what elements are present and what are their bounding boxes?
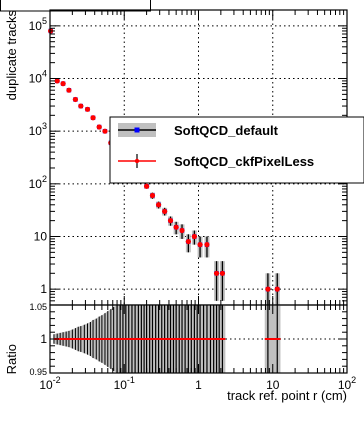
ckf-point-20: [167, 218, 174, 224]
bottom-y-tick-label-0: 0.95: [29, 367, 47, 377]
legend-marker-ckf: [134, 158, 140, 164]
ckf-point-29: [265, 286, 271, 292]
ckf-point-7: [90, 115, 96, 121]
ckf-point-6: [84, 106, 91, 112]
legend-entry-ckf: SoftQCD_ckfPixelLess: [118, 154, 314, 169]
legend-marker-default: [134, 127, 140, 133]
ckf-point-4: [72, 96, 79, 103]
legend-label-default: SoftQCD_default: [174, 123, 279, 138]
ckf-point-2: [60, 81, 66, 87]
ckf-point-28: [219, 270, 226, 276]
ckf-point-24: [191, 233, 197, 240]
bottom-panel: 0.95 1 1.05 10-2 10-1 1 10 102 Ratio track ref.…: [4, 302, 356, 403]
x-tick-label-1: 10-1: [114, 375, 135, 392]
legend-label-ckf: SoftQCD_ckfPixelLess: [174, 154, 314, 169]
ckf-point-23: [185, 238, 191, 245]
ckf-point-16: [144, 183, 150, 189]
ckf-point-18: [155, 202, 162, 208]
bottom-y-axis-label: Ratio: [4, 344, 19, 374]
ckf-point-8: [96, 124, 102, 130]
top-y-tick-label-4: 104: [29, 69, 47, 86]
top-axes: 1 10 102 103 104 105: [29, 9, 348, 306]
ckf-point-19: [162, 208, 168, 214]
top-y-tick-label-1: 10: [34, 229, 48, 243]
ckf-point-22: [179, 227, 185, 234]
top-y-tick-label-0: 1: [40, 282, 47, 296]
x-tick-label-4: 102: [338, 375, 356, 392]
ckf-point-5: [78, 103, 84, 109]
top-y-tick-label-3: 103: [29, 121, 47, 138]
bottom-data-marks: [53, 305, 281, 373]
clipped-title-box: [0, 0, 151, 12]
ckf-point-17: [149, 192, 156, 199]
ckf-point-21: [173, 224, 179, 230]
x-tick-label-2: 1: [195, 378, 202, 392]
ckf-point-3: [66, 87, 72, 93]
top-y-axis-label: duplicate tracks: [4, 10, 19, 101]
x-tick-label-3: 10: [266, 378, 280, 392]
ckf-point-9: [102, 128, 108, 134]
top-data-marks: [48, 28, 280, 305]
ckf-point-1: [54, 78, 60, 84]
top-y-tick-label-5: 105: [29, 16, 47, 33]
ckf-point-26: [204, 242, 210, 248]
legend-entry-default: SoftQCD_default: [118, 123, 279, 138]
ckf-point-25: [197, 242, 203, 248]
ckf-point-30: [274, 286, 280, 292]
top-y-tick-label-2: 102: [29, 174, 47, 191]
x-axis-label: track ref. point r (cm): [227, 388, 347, 403]
bottom-y-tick-label-2: 1.05: [29, 302, 47, 312]
ckf-point-27: [213, 270, 220, 276]
top-panel: 1 10 102 103 104 105 duplicate tracks: [4, 9, 348, 306]
legend: SoftQCD_default SoftQCD_ckfPixelLess: [109, 116, 364, 184]
bottom-y-tick-label-1: 1: [40, 332, 47, 346]
bottom-axes: 0.95 1 1.05 10-2 10-1 1 10 102: [29, 302, 356, 392]
x-tick-label-0: 10-2: [39, 375, 60, 392]
